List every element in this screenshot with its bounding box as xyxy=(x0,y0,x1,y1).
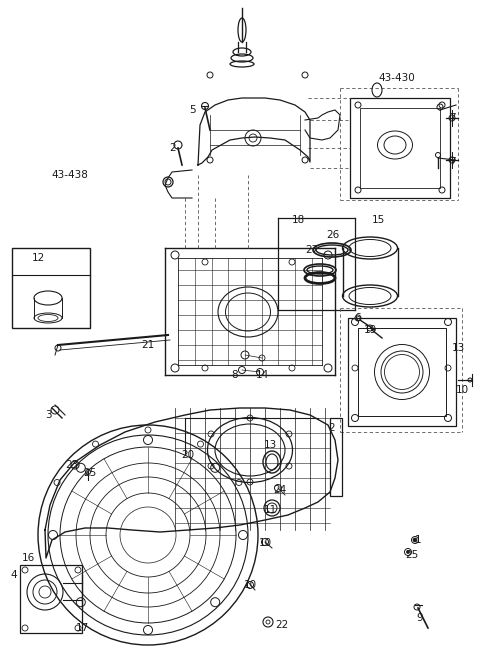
Text: 2: 2 xyxy=(329,423,336,433)
Text: 6: 6 xyxy=(355,313,361,323)
Text: 7: 7 xyxy=(449,157,456,167)
Text: 10: 10 xyxy=(258,538,272,548)
Bar xyxy=(350,98,450,198)
Text: 13: 13 xyxy=(264,440,276,450)
Circle shape xyxy=(413,538,417,542)
Text: 10: 10 xyxy=(456,385,468,395)
Text: 1: 1 xyxy=(415,535,421,545)
Text: 5: 5 xyxy=(190,105,196,115)
Text: 43-438: 43-438 xyxy=(51,170,88,180)
Text: 20: 20 xyxy=(181,450,194,460)
Text: 19: 19 xyxy=(363,325,377,335)
Bar xyxy=(348,318,456,426)
Bar xyxy=(20,565,82,633)
Text: 11: 11 xyxy=(264,505,276,515)
Text: 10: 10 xyxy=(243,580,257,590)
Text: 9: 9 xyxy=(417,613,423,623)
Bar xyxy=(330,418,342,496)
Text: 8: 8 xyxy=(232,370,238,380)
Text: 16: 16 xyxy=(22,553,35,563)
Text: 2: 2 xyxy=(170,143,176,153)
Text: 43-430: 43-430 xyxy=(378,73,415,83)
Text: 7: 7 xyxy=(449,113,456,123)
Text: 17: 17 xyxy=(75,623,89,633)
Text: 18: 18 xyxy=(291,215,305,225)
Text: 12: 12 xyxy=(31,253,45,263)
Text: 21: 21 xyxy=(142,340,155,350)
Text: 4: 4 xyxy=(11,570,17,580)
Text: 25: 25 xyxy=(406,550,419,560)
Text: 25: 25 xyxy=(84,468,96,478)
Bar xyxy=(358,328,446,416)
Text: 22: 22 xyxy=(276,620,288,630)
Bar xyxy=(360,108,440,188)
Text: 23: 23 xyxy=(65,460,79,470)
Text: 24: 24 xyxy=(274,485,287,495)
Text: 14: 14 xyxy=(255,370,269,380)
Text: 3: 3 xyxy=(45,410,51,420)
Text: 15: 15 xyxy=(372,215,384,225)
Text: 26: 26 xyxy=(326,230,340,240)
Text: 27: 27 xyxy=(305,245,319,255)
Text: 13: 13 xyxy=(451,343,465,353)
Circle shape xyxy=(407,550,409,554)
Bar xyxy=(12,248,90,328)
